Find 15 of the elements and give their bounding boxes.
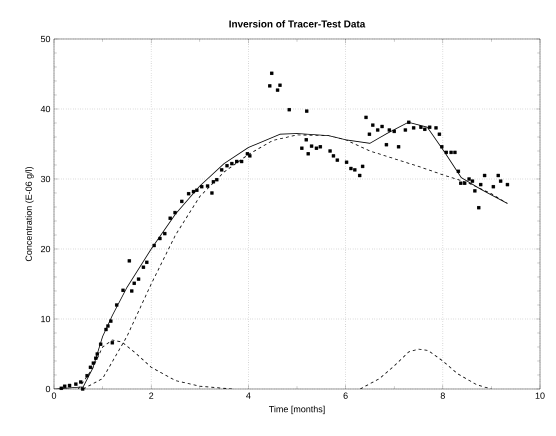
x-tick-label: 2	[149, 392, 154, 399]
y-tick-label: 40	[40, 106, 50, 112]
x-tick-label: 0	[52, 392, 56, 399]
y-tick-label: 30	[40, 176, 50, 182]
x-tick-label: 4	[246, 392, 251, 399]
y-tick-label: 10	[41, 316, 50, 322]
x-axis-title: Time [months]	[268, 406, 325, 414]
x-tick-label: 6	[344, 392, 348, 399]
chart-title: Inversion of Tracer-Test Data	[229, 20, 366, 28]
x-tick-label: 8	[440, 392, 445, 399]
x-tick-label: 10	[536, 392, 545, 399]
y-tick-label: 50	[40, 36, 50, 42]
y-tick-label: 20	[40, 246, 50, 252]
y-tick-label: 0	[46, 386, 50, 392]
y-axis-title: Concentration (E-06 g/l)	[25, 166, 34, 262]
